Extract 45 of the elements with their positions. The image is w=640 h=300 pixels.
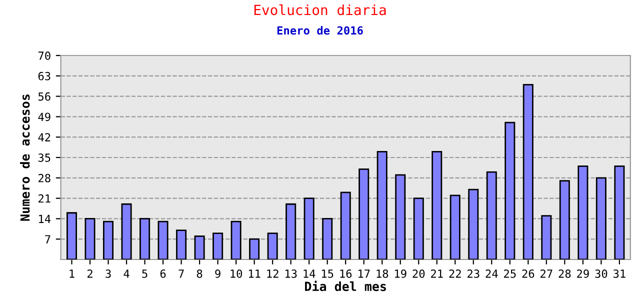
x-tick-label: 29 (577, 269, 589, 278)
x-tick-label: 18 (376, 269, 388, 278)
y-tick-label: 42 (38, 133, 50, 142)
y-tick-label: 7 (45, 235, 50, 244)
x-tick-label: 28 (558, 269, 571, 278)
x-tick-label: 26 (522, 269, 534, 278)
x-tick-label: 20 (412, 269, 425, 278)
x-tick-label: 6 (160, 269, 166, 278)
y-tick-label: 56 (38, 92, 50, 101)
y-tick-label: 14 (39, 214, 51, 223)
x-tick-label: 4 (124, 270, 130, 278)
chart-title: Evolucion diaria (254, 4, 386, 16)
x-tick-label: 10 (230, 269, 242, 278)
x-tick-label: 3 (106, 269, 111, 278)
y-tick-label: 21 (38, 194, 50, 203)
y-tick-label: 63 (38, 72, 50, 80)
x-tick-label: 23 (468, 269, 480, 278)
x-tick-label: 27 (540, 269, 552, 278)
x-tick-label: 8 (196, 269, 202, 278)
x-axis-title: Dia del mes (305, 280, 386, 292)
y-tick-label: 49 (38, 112, 50, 122)
x-tick-label: 25 (504, 269, 516, 278)
x-tick-label: 14 (304, 270, 316, 278)
x-tick-label: 21 (431, 269, 443, 278)
x-tick-label: 13 (285, 269, 297, 278)
y-axis-title: Numero de accesos (20, 94, 30, 221)
y-tick-label: 70 (38, 52, 50, 60)
x-tick-label: 30 (595, 269, 608, 278)
x-tick-label: 7 (178, 270, 184, 278)
x-tick-label: 11 (248, 270, 260, 278)
x-tick-label: 24 (486, 269, 498, 278)
chart-subtitle: Enero de 2016 (277, 26, 363, 35)
y-tick-label: 35 (38, 154, 50, 162)
x-tick-label: 2 (87, 269, 92, 278)
x-tick-label: 9 (215, 269, 220, 278)
x-tick-label: 12 (267, 269, 278, 278)
x-tick-label: 1 (70, 270, 74, 278)
x-tick-label: 15 (322, 270, 334, 278)
x-tick-label: 5 (142, 270, 148, 278)
x-tick-label: 19 (395, 269, 406, 278)
y-tick-label: 28 (38, 174, 50, 182)
x-tick-label: 17 (358, 270, 370, 278)
x-tick-label: 22 (449, 269, 461, 278)
x-tick-label: 16 (340, 269, 352, 278)
x-tick-label: 31 (614, 269, 626, 278)
